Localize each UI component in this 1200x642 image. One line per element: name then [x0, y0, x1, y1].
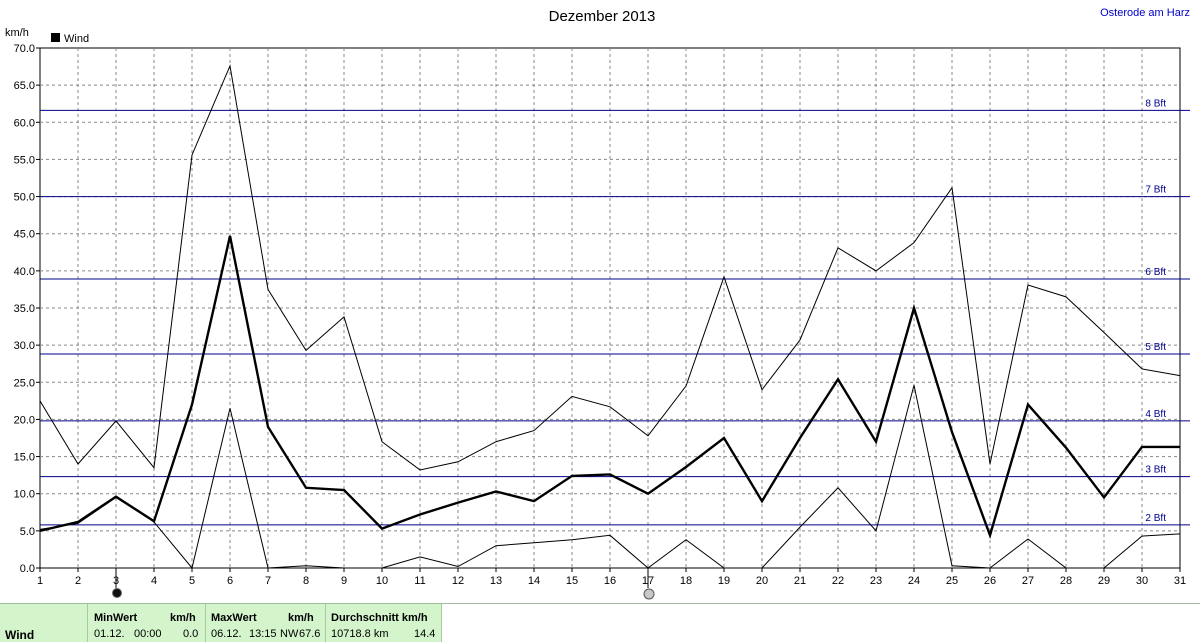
y-tick-label: 60.0 [14, 117, 35, 129]
x-tick-label: 26 [984, 575, 996, 587]
x-tick-label: 18 [680, 575, 692, 587]
x-tick-label: 1 [37, 575, 43, 587]
y-tick-label: 25.0 [14, 377, 35, 389]
x-tick-label: 21 [794, 575, 806, 587]
x-tick-label: 30 [1136, 575, 1148, 587]
y-tick-label: 10.0 [14, 489, 35, 501]
x-tick-label: 2 [75, 575, 81, 587]
new-moon-icon [112, 588, 122, 598]
x-tick-label: 16 [604, 575, 616, 587]
footer-max-cell: MaxWert km/h 06.12. 13:15 NW 67.6 [206, 604, 326, 642]
avg-header: Durchschnitt km/h [331, 612, 428, 624]
chart-grid [39, 47, 1181, 569]
y-tick-label: 40.0 [14, 266, 35, 278]
x-tick-label: 28 [1060, 575, 1072, 587]
min-time: 00:00 [134, 628, 162, 640]
y-tick-label: 70.0 [14, 43, 35, 55]
x-tick-label: 8 [303, 575, 309, 587]
x-tick-label: 15 [566, 575, 578, 587]
min-value: 0.0 [183, 628, 199, 640]
x-tick-label: 22 [832, 575, 844, 587]
max-unit: km/h [288, 612, 314, 624]
x-tick-label: 27 [1022, 575, 1034, 587]
beaufort-label: 7 Bft [1145, 185, 1166, 196]
footer-avg-cell: Durchschnitt km/h 10718.8 km 14.4 [326, 604, 442, 642]
x-tick-label: 10 [376, 575, 388, 587]
y-tick-label: 45.0 [14, 229, 35, 241]
x-tick-label: 9 [341, 575, 347, 587]
x-tick-label: 5 [189, 575, 195, 587]
x-tick-label: 13 [490, 575, 502, 587]
x-tick-label: 4 [151, 575, 157, 587]
y-tick-label: 55.0 [14, 154, 35, 166]
y-tick-label: 50.0 [14, 192, 35, 204]
chart-axes: 0.0 5.0 10.0 15.0 20.0 25.0 30.0 35.0 40.0 45.0 50… [14, 43, 1186, 600]
chart-title: Dezember 2013 [549, 8, 656, 25]
legend-swatch [51, 33, 60, 42]
y-tick-label: 20.0 [14, 414, 35, 426]
wind-chart: 2 Bft 3 Bft 4 Bft 5 Bft 6 Bft 7 Bft 8 Bft 0.0 5… [5, 7, 1190, 600]
min-header: MinWert [94, 612, 138, 624]
max-header: MaxWert [211, 612, 257, 624]
y-tick-label: 65.0 [14, 80, 35, 92]
x-tick-label: 19 [718, 575, 730, 587]
footer-row-label-cell: Wind [0, 604, 88, 642]
x-tick-label: 25 [946, 575, 958, 587]
x-tick-label: 6 [227, 575, 233, 587]
x-tick-label: 14 [528, 575, 540, 587]
y-tick-label: 35.0 [14, 303, 35, 315]
x-tick-label: 24 [908, 575, 920, 587]
y-tick-label: 15.0 [14, 452, 35, 464]
x-tick-label: 23 [870, 575, 882, 587]
full-moon-icon [643, 588, 655, 600]
max-date: 06.12. [211, 628, 242, 640]
beaufort-label: 8 Bft [1145, 98, 1166, 109]
x-tick-label: 12 [452, 575, 464, 587]
min-date: 01.12. [94, 628, 125, 640]
series-line-maximum [39, 64, 1181, 471]
y-tick-label: 0.0 [20, 563, 35, 575]
beaufort-label: 4 Bft [1145, 409, 1166, 420]
footer-min-cell: MinWert km/h 01.12. 00:00 0.0 [88, 604, 206, 642]
x-tick-label: 31 [1174, 575, 1186, 587]
location-label: Osterode am Harz [1100, 7, 1190, 19]
x-tick-label: 7 [265, 575, 271, 587]
max-direction: NW [280, 628, 299, 640]
avg-value: 14.4 [414, 628, 436, 640]
x-tick-label: 29 [1098, 575, 1110, 587]
beaufort-label: 3 Bft [1145, 465, 1166, 476]
min-unit: km/h [170, 612, 196, 624]
footer-row-label: Wind [5, 628, 35, 642]
x-tick-label: 20 [756, 575, 768, 587]
y-axis-unit: km/h [5, 27, 29, 39]
beaufort-label: 5 Bft [1145, 342, 1166, 353]
beaufort-lines: 2 Bft 3 Bft 4 Bft 5 Bft 6 Bft 7 Bft 8 Bft [40, 98, 1190, 526]
max-value: 67.6 [299, 628, 321, 640]
beaufort-label: 6 Bft [1145, 267, 1166, 278]
legend-label: Wind [64, 33, 89, 45]
series-line-average [39, 235, 1180, 540]
max-time: 13:15 [249, 628, 277, 640]
y-tick-label: 5.0 [20, 526, 35, 538]
beaufort-label: 2 Bft [1145, 513, 1166, 524]
avg-distance: 10718.8 km [331, 628, 389, 640]
y-tick-label: 30.0 [14, 340, 35, 352]
statistics-footer: Wind MinWert km/h 01.12. 00:00 0.0 MaxWe… [0, 603, 1200, 642]
x-tick-label: 11 [414, 575, 425, 587]
